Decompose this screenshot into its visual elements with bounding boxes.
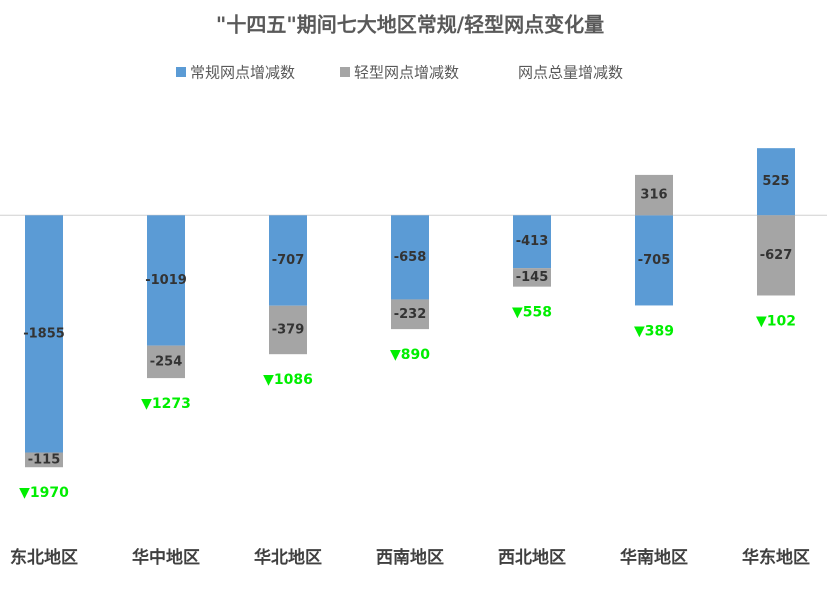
bar-value-label: -145 (516, 270, 549, 285)
bar-value-label: -413 (516, 234, 549, 249)
x-tick-label: 华南地区 (620, 547, 688, 568)
legend-swatch (176, 67, 186, 77)
bar (147, 215, 185, 346)
bar-value-label: -379 (272, 322, 305, 337)
chart-title: "十四五"期间七大地区常规/轻型网点变化量 (216, 13, 604, 37)
bar (147, 345, 185, 379)
legend-label: 轻型网点增减数 (354, 64, 459, 82)
bar (757, 215, 795, 296)
bar (513, 215, 551, 269)
bar-value-label: -658 (394, 250, 427, 265)
x-tick-label: 东北地区 (10, 547, 78, 568)
total-label: ▼389 (634, 323, 674, 339)
legend-swatch (340, 67, 350, 77)
total-label: ▼1086 (263, 372, 313, 388)
x-tick-label: 西南地区 (376, 547, 444, 568)
legend-label: 常规网点增减数 (190, 64, 295, 82)
bar-value-label: -705 (638, 253, 671, 268)
legend-label: 网点总量增减数 (518, 64, 623, 82)
x-tick-label: 西北地区 (498, 547, 566, 568)
bar (513, 268, 551, 287)
total-label: ▼890 (390, 347, 430, 363)
bar (269, 215, 307, 306)
total-label: ▼1970 (19, 485, 69, 501)
bar (391, 299, 429, 330)
total-label: ▼102 (756, 313, 796, 329)
bar-value-label: 316 (640, 188, 667, 203)
bar (25, 215, 63, 453)
total-label: ▼558 (512, 305, 552, 321)
total-label: ▼1273 (141, 396, 191, 412)
bar-value-label: -232 (394, 307, 427, 322)
x-tick-label: 华北地区 (254, 547, 322, 568)
bar (25, 452, 63, 468)
bar (635, 215, 673, 306)
bar (391, 215, 429, 300)
bar-value-label: -115 (28, 452, 61, 467)
bar (757, 148, 795, 216)
x-tick-label: 华东地区 (742, 547, 810, 568)
bar-value-label: -254 (150, 354, 183, 369)
bar-value-label: -627 (760, 248, 793, 263)
bar-value-label: -1019 (145, 273, 187, 288)
bar-value-label: 525 (762, 174, 789, 189)
bar-value-label: -1855 (23, 326, 65, 341)
x-tick-label: 华中地区 (132, 547, 200, 568)
bar-value-label: -707 (272, 253, 305, 268)
bar (269, 305, 307, 355)
bar (635, 174, 673, 216)
